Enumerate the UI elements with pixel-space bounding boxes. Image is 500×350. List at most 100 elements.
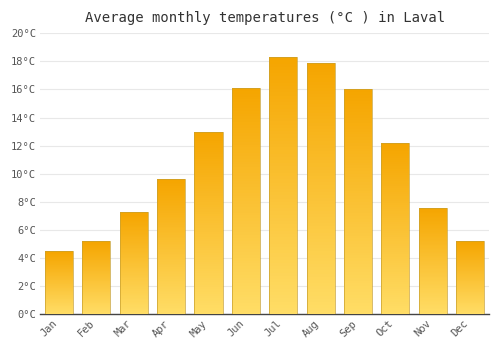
Bar [419,222,447,224]
Bar [82,268,110,269]
Bar [456,288,484,289]
Bar [157,311,185,313]
Bar [194,189,222,191]
Bar [232,145,260,147]
Bar [306,116,334,119]
Bar [270,92,297,96]
Bar [382,285,409,287]
Bar [382,220,409,222]
Bar [45,255,73,256]
Bar [382,181,409,184]
Bar [120,279,148,280]
Bar [194,152,222,154]
Bar [270,195,297,198]
Bar [306,132,334,135]
Bar [232,139,260,142]
Bar [382,246,409,248]
Bar [157,252,185,254]
Bar [382,175,409,177]
Bar [456,286,484,287]
Bar [82,308,110,309]
Bar [344,109,372,112]
Bar [419,228,447,229]
Bar [306,135,334,138]
Bar [270,305,297,308]
Bar [382,201,409,203]
Bar [344,256,372,258]
Bar [382,143,409,314]
Bar [232,306,260,309]
Bar [82,265,110,266]
Bar [419,236,447,237]
Bar [419,257,447,258]
Bar [419,288,447,289]
Bar [157,180,185,181]
Bar [82,263,110,264]
Bar [120,290,148,291]
Bar [232,249,260,252]
Bar [382,257,409,259]
Bar [120,281,148,282]
Bar [194,136,222,139]
Bar [419,225,447,226]
Bar [157,181,185,183]
Bar [419,301,447,302]
Bar [344,270,372,272]
Bar [157,306,185,308]
Bar [419,310,447,312]
Bar [344,162,372,165]
Bar [344,104,372,106]
Bar [157,264,185,265]
Bar [306,97,334,100]
Bar [344,134,372,137]
Bar [456,267,484,268]
Bar [120,313,148,314]
Bar [232,164,260,167]
Bar [120,222,148,223]
Bar [82,290,110,292]
Bar [382,196,409,198]
Bar [456,246,484,247]
Bar [82,272,110,273]
Bar [382,177,409,179]
Bar [45,266,73,267]
Bar [382,235,409,237]
Bar [82,301,110,302]
Bar [344,143,372,146]
Bar [419,219,447,221]
Bar [82,277,110,278]
Bar [382,272,409,274]
Bar [270,89,297,92]
Bar [306,198,334,201]
Bar [306,75,334,78]
Bar [82,285,110,286]
Bar [82,312,110,313]
Bar [194,200,222,202]
Bar [82,311,110,312]
Bar [270,163,297,167]
Bar [120,257,148,258]
Bar [456,251,484,252]
Bar [82,304,110,305]
Bar [344,106,372,109]
Bar [344,185,372,188]
Bar [456,301,484,302]
Bar [157,183,185,184]
Bar [232,286,260,289]
Bar [456,250,484,251]
Bar [270,102,297,105]
Bar [45,312,73,313]
Bar [82,259,110,260]
Bar [157,210,185,211]
Bar [157,291,185,293]
Bar [382,158,409,160]
Bar [419,309,447,310]
Bar [194,202,222,205]
Bar [306,173,334,176]
Bar [232,136,260,139]
Bar [306,230,334,233]
Bar [270,266,297,270]
Bar [344,151,372,154]
Bar [194,150,222,152]
Bar [82,289,110,290]
